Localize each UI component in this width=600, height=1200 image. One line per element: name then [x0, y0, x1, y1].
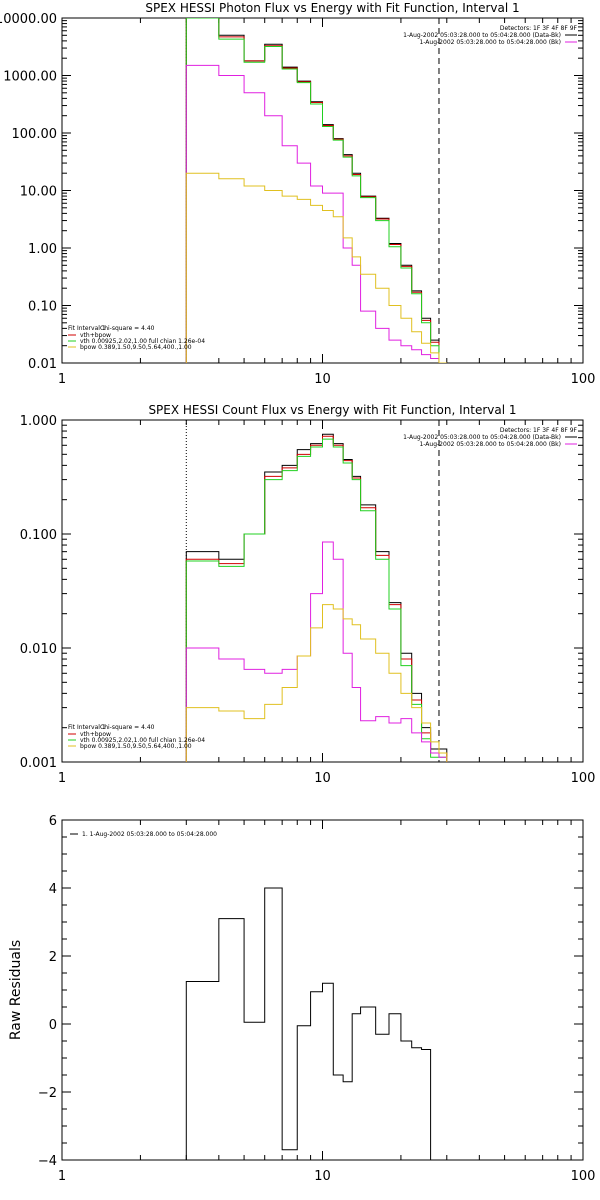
- plot-title: SPEX HESSI Count Flux vs Energy with Fit…: [148, 403, 516, 417]
- y-tick-label: 0.100: [20, 528, 57, 543]
- header-line-1: Detectors: 1F 3F 4F 8F 9F: [500, 427, 578, 434]
- x-tick-label: 1: [58, 372, 66, 387]
- fit-interval-label: Fit Interval 1: [68, 325, 106, 332]
- y-tick-label: 0.01: [28, 357, 57, 372]
- count-flux-panel: SPEX HESSI Count Flux vs Energy with Fit…: [20, 403, 596, 786]
- x-tick-label: 100: [571, 771, 596, 786]
- chi-square-label: Chi-square = 4.40: [100, 724, 155, 731]
- plot-area: [185, 18, 447, 363]
- series-bpow: [185, 172, 447, 363]
- header-line-1: Detectors: 1F 3F 4F 8F 9F: [500, 25, 578, 32]
- y-tick-label: 0.001: [20, 756, 57, 771]
- chi-square-label: Chi-square = 4.40: [100, 325, 155, 332]
- series-vth: [185, 438, 448, 762]
- y-tick-label: 4: [49, 882, 57, 897]
- x-tick-label: 10: [314, 1169, 331, 1184]
- y-tick-label: 0.10: [28, 300, 57, 315]
- plot-title: SPEX HESSI Photon Flux vs Energy with Fi…: [145, 1, 519, 15]
- series-data: [185, 433, 448, 762]
- series-total-model: [185, 18, 447, 363]
- residuals-panel: 1 10 100 −4 −2 0 2 4 6 Raw Residuals 1. 1-Aug-2002…: [8, 814, 595, 1184]
- photon-flux-panel: SPEX HESSI Photon Flux vs Energy with Fi…: [0, 1, 595, 387]
- series-data: [185, 887, 439, 1160]
- y-tick-label: 1.000: [20, 414, 57, 429]
- y-tick-label: −2: [38, 1086, 57, 1101]
- y-tick-label: 10.00: [20, 185, 57, 200]
- legend-label-bpow: bpow 0.389,1.50,9.50,5.64,400.,1.00: [80, 344, 192, 351]
- y-tick-label: 0: [49, 1018, 57, 1033]
- y-tick-label: 2: [49, 950, 57, 965]
- series-vth-component-2: [185, 64, 447, 363]
- y-tick-label: 10000.00: [0, 12, 57, 27]
- header-line-3: 1-Aug-2002 05:03:28.000 to 05:04:28.000 …: [419, 39, 561, 46]
- y-tick-label: 100.00: [12, 127, 58, 142]
- legend-label-total-model: vth+bpow: [80, 332, 111, 339]
- legend-label-bpow: bpow 0.389,1.50,9.50,5.64,400.,1.00: [80, 743, 192, 750]
- series-total-model: [185, 435, 448, 762]
- series-bpow: [185, 604, 448, 762]
- x-tick-label: 10: [314, 372, 331, 387]
- y-tick-label: 6: [49, 814, 57, 829]
- x-tick-label: 100: [571, 372, 596, 387]
- x-tick-label: 1: [58, 771, 66, 786]
- legend-label-total-model: vth+bpow: [80, 731, 111, 738]
- x-tick-label: 1: [58, 1169, 66, 1184]
- header-line-2: 1-Aug-2002 05:03:28.000 to 05:04:28.000 …: [403, 32, 561, 39]
- series-vth: [185, 18, 447, 363]
- y-tick-label: 0.010: [20, 642, 57, 657]
- plot-area: [185, 887, 439, 1160]
- legend-label-data: 1. 1-Aug-2002 05:03:28.000 to 05:04:28.0…: [82, 831, 217, 838]
- header-line-3: 1-Aug-2002 05:03:28.000 to 05:04:28.000 …: [419, 441, 561, 448]
- legend-label-vth: vth 0.00925,2.02,1.00 full chian 1.26e-0…: [80, 338, 205, 345]
- x-tick-label: 100: [571, 1169, 596, 1184]
- y-tick-label: −4: [38, 1154, 57, 1169]
- y-axis-label: Raw Residuals: [8, 940, 24, 1040]
- series-vth-component-2: [185, 541, 448, 762]
- header-line-2: 1-Aug-2002 05:03:28.000 to 05:04:28.000 …: [403, 434, 561, 441]
- x-tick-label: 10: [314, 771, 331, 786]
- y-tick-label: 1.00: [28, 242, 57, 257]
- plot-area: [185, 420, 448, 762]
- series-data: [185, 18, 447, 363]
- y-tick-label: 1000.00: [3, 70, 57, 85]
- fit-interval-label: Fit Interval 1: [68, 724, 106, 731]
- legend-label-vth: vth 0.00925,2.02,1.00 full chian 1.26e-0…: [80, 737, 205, 744]
